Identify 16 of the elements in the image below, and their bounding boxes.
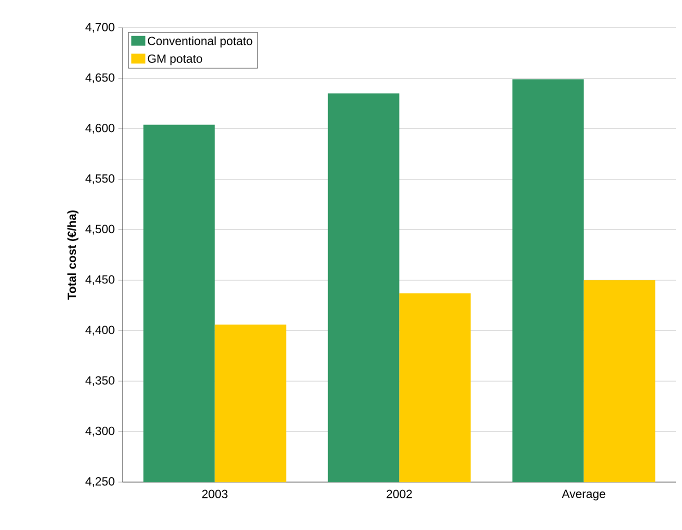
x-tick-label: Average (562, 490, 606, 501)
y-tick-label: 4,350 (85, 376, 114, 386)
y-tick-label: 4,300 (85, 426, 114, 437)
y-tick-label: 4,250 (85, 477, 114, 488)
legend-label: Conventional potato (148, 36, 252, 48)
x-tick-label: 2003 (202, 490, 228, 498)
y-tick-label: 4,550 (85, 174, 114, 184)
y-tick-label: 4,400 (85, 326, 114, 336)
y-tick-label: 4,650 (85, 74, 114, 84)
y-axis-title: Total cost (€/ha) (67, 210, 78, 300)
y-tick-label: 4,450 (85, 275, 114, 286)
y-tick-label: 4,500 (85, 224, 114, 235)
y-tick-label: 4,600 (85, 124, 114, 134)
y-tick-label: 4,700 (85, 23, 114, 33)
x-tick-label: 2002 (386, 490, 412, 498)
legend-label: GM potato (148, 54, 202, 66)
